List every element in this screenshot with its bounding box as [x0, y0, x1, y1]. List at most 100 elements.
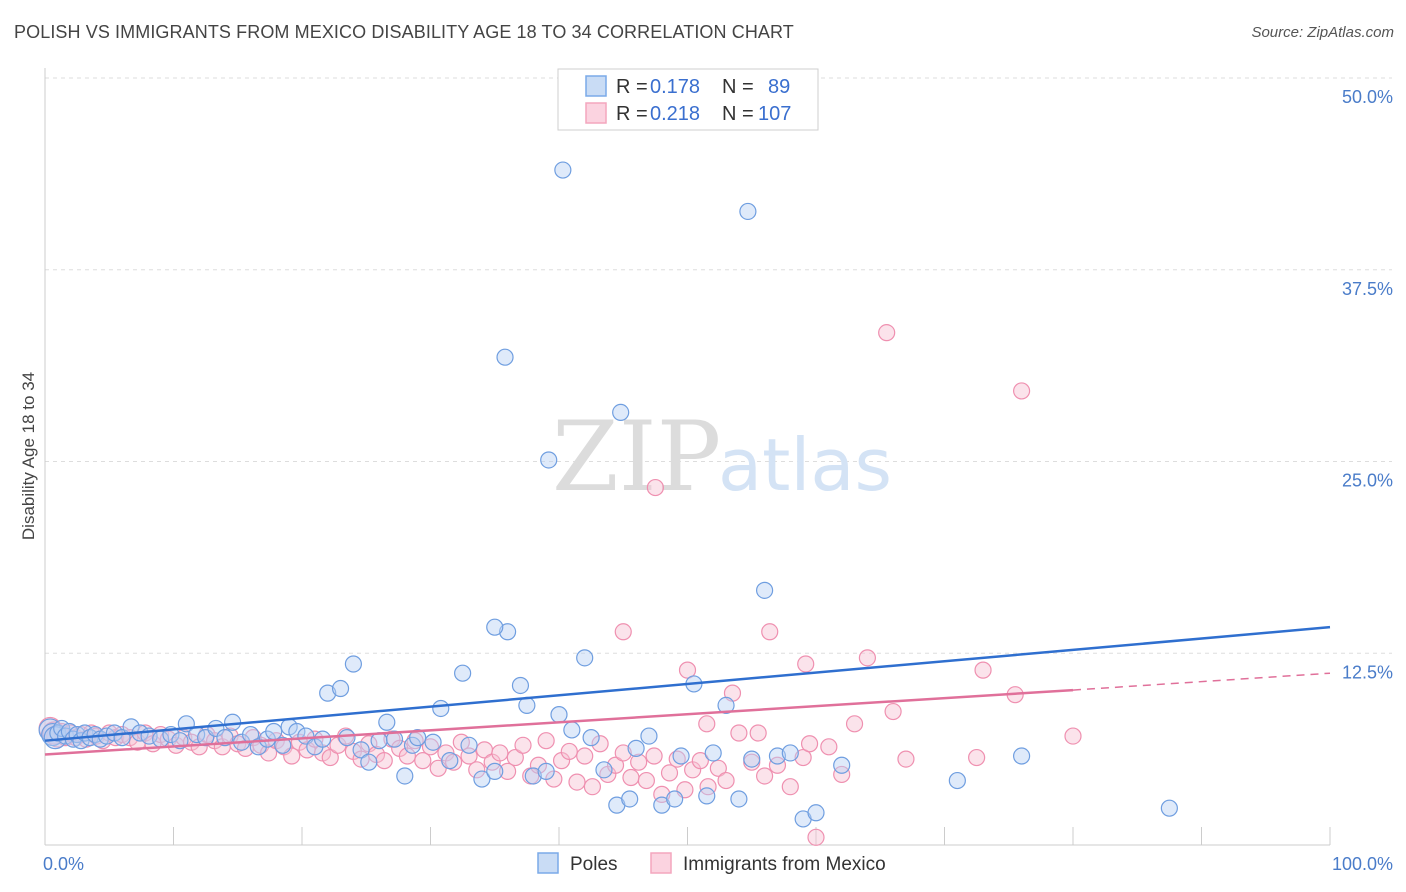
poles-point-92 [739, 202, 757, 221]
mexico-point-73 [568, 773, 586, 791]
trend-line-mexico [44, 688, 1074, 756]
poles-point-96 [486, 618, 504, 636]
poles-point-51 [409, 729, 427, 747]
poles-point-43 [344, 655, 362, 673]
legend-r-label-mexico: R = [616, 103, 648, 125]
mexico-point-112 [897, 750, 915, 768]
poles-point-41 [331, 679, 350, 698]
mexico-point-97 [794, 748, 812, 767]
mexico-point-115 [845, 715, 864, 733]
poles-point-71 [627, 739, 645, 757]
mexico-point-101 [878, 324, 896, 342]
poles-point-90 [1160, 799, 1178, 817]
poles-point-54 [441, 752, 459, 770]
series-poles [38, 161, 1178, 828]
poles-point-89 [1012, 747, 1031, 765]
poles-point-47 [378, 713, 396, 731]
bottom-legend-label-poles: Poles [570, 854, 618, 875]
mexico-point-82 [637, 771, 655, 790]
trend-lines [44, 625, 1331, 756]
mexico-point-95 [755, 767, 774, 785]
trend-line-poles [44, 625, 1331, 742]
poles-point-62 [524, 767, 542, 785]
poles-point-49 [396, 767, 414, 785]
poles-point-55 [454, 664, 472, 682]
poles-point-64 [550, 706, 568, 724]
poles-point-45 [360, 753, 378, 771]
y-tick-label-0: 12.5% [1342, 662, 1393, 682]
chart-title: POLISH VS IMMIGRANTS FROM MEXICO DISABIL… [14, 22, 794, 42]
bottom-legend-swatch-mexico [650, 852, 672, 874]
poles-point-52 [424, 733, 442, 751]
axes [44, 68, 1331, 846]
mexico-point-92 [717, 771, 735, 790]
poles-point-65 [563, 721, 581, 739]
poles-point-94 [612, 403, 630, 422]
poles-point-34 [274, 736, 292, 754]
mexico-point-118 [1064, 727, 1082, 745]
mexico-point-89 [691, 752, 709, 770]
poles-point-83 [768, 747, 787, 765]
poles-point-72 [640, 727, 658, 745]
poles-point-77 [698, 787, 716, 805]
x-tick-labels: 0.0% 100.0% [43, 854, 1393, 874]
y-tick-label-3: 50.0% [1342, 87, 1393, 107]
mexico-point-110 [768, 756, 787, 774]
legend-r-mexico: 0.218 [650, 103, 700, 125]
legend-n-label-mexico: N = [722, 103, 754, 125]
mexico-point-64 [499, 762, 517, 780]
poles-point-88 [948, 771, 966, 790]
poles-point-57 [473, 770, 491, 788]
mexico-point-83 [645, 747, 663, 765]
poles-point-67 [582, 729, 600, 747]
mexico-point-63 [491, 744, 509, 762]
mexico-point-104 [614, 623, 632, 641]
mexico-point-120 [974, 661, 992, 679]
legend-r-poles: 0.178 [650, 76, 700, 98]
mexico-point-106 [678, 661, 697, 679]
legend-n-poles: 89 [768, 76, 790, 98]
mexico-point-66 [514, 736, 532, 754]
mexico-point-109 [884, 702, 902, 721]
source-label: Source: ZipAtlas.com [1251, 24, 1394, 41]
mexico-point-79 [614, 744, 632, 762]
watermark-atlas: atlas [718, 423, 892, 507]
mexico-point-75 [583, 778, 602, 796]
poles-point-63 [537, 762, 555, 780]
legend-r-label-poles: R = [616, 76, 648, 98]
y-tick-label-1: 25.0% [1342, 471, 1393, 491]
mexico-point-105 [761, 623, 779, 641]
mexico-point-107 [698, 715, 716, 733]
poles-point-68 [595, 761, 613, 779]
mexico-point-54 [421, 738, 440, 756]
mexico-point-51 [398, 747, 416, 765]
legend-n-mexico: 107 [758, 103, 791, 125]
x-tick-label-0: 0.0% [43, 854, 84, 874]
mexico-point-72 [560, 742, 578, 761]
poles-point-39 [313, 730, 332, 748]
legend-swatch-mexico [585, 102, 607, 124]
bottom-legend-label-mexico: Immigrants from Mexico [683, 854, 886, 875]
mexico-point-99 [820, 738, 838, 756]
poles-point-86 [807, 804, 825, 822]
poles-point-84 [781, 744, 799, 762]
watermark: ZIP atlas [552, 401, 892, 513]
mexico-point-52 [406, 732, 424, 750]
mexico-point-111 [968, 748, 986, 767]
poles-point-79 [717, 696, 735, 715]
mexico-point-91 [709, 759, 727, 777]
mexico-point-98 [807, 828, 825, 846]
poles-point-58 [486, 762, 504, 780]
mexico-point-96 [781, 778, 799, 796]
mexico-point-33 [259, 744, 278, 762]
poles-point-48 [385, 730, 404, 748]
poles-point-60 [511, 676, 530, 695]
poles-point-59 [499, 623, 517, 641]
mexico-point-74 [576, 747, 594, 765]
watermark-zip: ZIP [552, 401, 721, 513]
poles-point-93 [496, 348, 514, 366]
mexico-point-85 [660, 764, 679, 782]
trend-line-mexico-extrapolated [1072, 672, 1331, 691]
mexico-point-108 [749, 724, 767, 742]
